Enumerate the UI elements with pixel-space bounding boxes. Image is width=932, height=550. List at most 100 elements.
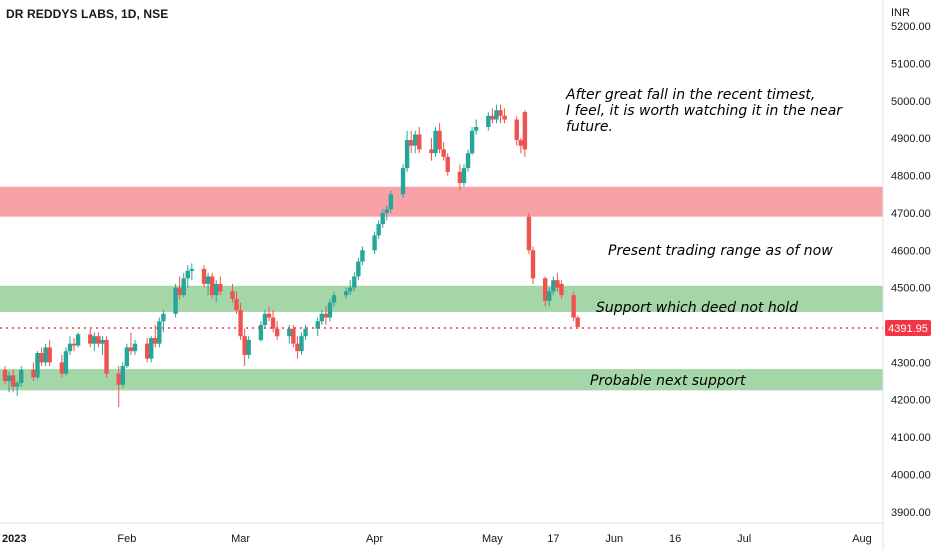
candle <box>473 119 479 135</box>
zone-next-support <box>0 369 883 391</box>
candle <box>360 246 365 266</box>
candle <box>445 153 450 176</box>
candle <box>295 336 300 359</box>
candle <box>502 108 507 124</box>
y-tick-label: 4800.00 <box>891 171 931 183</box>
candle <box>384 205 389 221</box>
y-tick-label: 4000.00 <box>891 469 931 481</box>
candle <box>2 366 8 385</box>
candle <box>465 149 471 172</box>
candle <box>437 123 442 154</box>
candle <box>43 343 48 367</box>
y-tick-label: 3900.00 <box>891 507 931 519</box>
candle <box>327 298 333 322</box>
y-tick-label: 4300.00 <box>891 357 931 369</box>
candle <box>189 263 195 281</box>
candle <box>14 381 20 396</box>
candle <box>258 321 264 342</box>
candle <box>214 280 219 303</box>
candle <box>441 141 446 161</box>
candle <box>490 108 495 124</box>
candle <box>551 276 556 296</box>
candle <box>299 332 304 355</box>
candle <box>530 246 536 284</box>
candle <box>547 287 552 307</box>
next-support-label: Probable next support <box>590 373 746 389</box>
candle <box>571 291 576 322</box>
candle <box>400 164 406 198</box>
candle <box>429 138 434 161</box>
candle <box>348 280 353 296</box>
candle <box>372 231 377 255</box>
candle <box>234 291 239 314</box>
candle <box>323 306 329 326</box>
support-label: Support which deed not hold <box>596 300 798 316</box>
candle <box>153 325 158 348</box>
candle <box>47 339 52 367</box>
y-tick-label: 4600.00 <box>891 245 931 257</box>
currency-label: INR <box>891 7 910 19</box>
current-price-badge: 4391.95 <box>885 320 931 337</box>
candle <box>518 138 524 154</box>
y-tick-label: 5200.00 <box>891 21 931 33</box>
candle <box>352 272 357 292</box>
candle <box>413 130 418 154</box>
candle <box>75 332 81 348</box>
note-line: After great fall in the recent timest, <box>565 87 815 103</box>
y-tick-label: 4200.00 <box>891 395 931 407</box>
candle <box>209 272 215 299</box>
candle <box>242 328 247 367</box>
candle <box>522 110 528 157</box>
candle <box>319 310 325 326</box>
candle <box>542 276 548 307</box>
candle <box>457 164 463 191</box>
candle <box>67 336 73 355</box>
candle <box>388 190 394 213</box>
candle <box>63 347 69 376</box>
x-tick-label: 17 <box>547 533 559 545</box>
candle <box>274 321 280 340</box>
candle <box>376 220 381 240</box>
candle <box>35 351 40 380</box>
candle <box>270 310 276 333</box>
candle <box>246 336 251 359</box>
current-price-value: 4391.95 <box>888 323 928 335</box>
x-tick-label: May <box>482 533 503 545</box>
candle <box>331 291 337 307</box>
candle <box>31 362 36 382</box>
candle <box>218 276 223 296</box>
candle <box>356 257 361 281</box>
candle <box>433 127 438 157</box>
y-tick-label: 5100.00 <box>891 59 931 71</box>
candle <box>39 347 44 367</box>
candle <box>575 315 580 329</box>
candle <box>417 127 422 154</box>
x-tick-label: Mar <box>231 533 250 545</box>
x-tick-label: Feb <box>117 533 136 545</box>
y-tick-label: 4500.00 <box>891 283 931 295</box>
candle <box>88 328 93 348</box>
range-label: Present trading range as of now <box>608 243 833 259</box>
candle <box>498 104 503 124</box>
candle <box>104 336 109 378</box>
candle <box>177 276 182 299</box>
candle <box>116 366 121 408</box>
candle <box>262 310 268 329</box>
candle <box>230 283 235 303</box>
zone-resistance <box>0 186 883 217</box>
candle <box>124 343 130 368</box>
x-tick-label: Aug <box>852 533 872 545</box>
candle <box>128 332 134 355</box>
candle <box>238 302 243 340</box>
candle <box>144 338 150 363</box>
candle <box>494 104 499 124</box>
candle <box>315 317 320 337</box>
candle <box>19 366 24 387</box>
x-tick-label: 16 <box>669 533 681 545</box>
x-tick-label: 2023 <box>2 533 26 545</box>
candle <box>266 306 272 322</box>
y-tick-label: 4100.00 <box>891 432 931 444</box>
candle <box>526 212 532 255</box>
candle <box>157 317 162 348</box>
